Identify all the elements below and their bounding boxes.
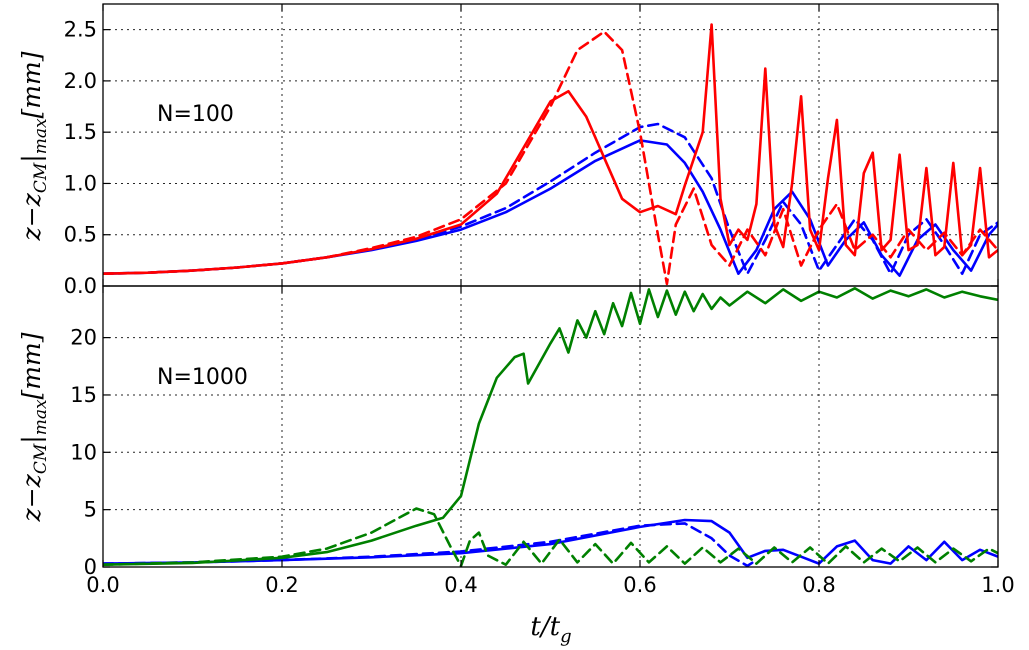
bottom-y-axis-title: z−zCM|max[mm] (17, 332, 51, 522)
top-panel: 0.0 0.5 1.0 1.5 2.0 2.5 N=100 z−zCM|max[mm] (17, 3, 999, 298)
bottom-ylabel-sub2: max (31, 399, 51, 435)
bottom-ylabel-main: z−z (17, 473, 46, 522)
top-ticks: 0.0 0.5 1.0 1.5 2.0 2.5 (64, 3, 999, 298)
bottom-ytick-label-3: 15 (70, 383, 97, 407)
bottom-series-2-solid (103, 287, 998, 566)
bottom-ytick-label-0: 0 (84, 555, 97, 579)
bottom-xtick-label-4: 0.8 (802, 573, 835, 597)
top-ytick-label-4: 2.0 (64, 69, 97, 93)
top-ylabel-main: z−z (17, 192, 46, 241)
xlabel-main: t/t (530, 612, 560, 642)
top-ytick-label-5: 2.5 (64, 18, 97, 42)
top-ylabel-sub: CM (31, 162, 51, 193)
bottom-xtick-label-2: 0.4 (444, 573, 477, 597)
top-ytick-label-3: 1.5 (64, 120, 97, 144)
top-series-3-dashed (103, 30, 998, 286)
bottom-xtick-label-5: 1.0 (981, 573, 1014, 597)
top-y-axis-title: z−zCM|max[mm] (17, 51, 51, 241)
bottom-xtick-label-0: 0.0 (86, 573, 119, 597)
top-ylabel-tail: | (17, 154, 47, 162)
bottom-ylabel-unit: [mm] (17, 332, 46, 399)
bottom-frame (102, 285, 999, 568)
top-series-0-solid (103, 139, 998, 277)
bottom-series-0-solid (103, 518, 998, 565)
bottom-grid (103, 286, 998, 567)
top-series-1-dashed (103, 122, 998, 275)
top-ylabel-sub2: max (31, 118, 51, 154)
top-series (103, 23, 998, 286)
bottom-panel: 0 5 10 15 20 0.0 0.2 0.4 0.6 0.8 1.0 N=1000 z−zCM|… (17, 285, 1015, 647)
x-axis-title: t/tg (530, 612, 571, 647)
bottom-xtick-label-1: 0.2 (265, 573, 298, 597)
bottom-ytick-label-4: 20 (70, 326, 97, 350)
bottom-series-1-dashed (103, 522, 758, 567)
top-series-2-solid (103, 23, 998, 275)
bottom-ylabel-sub: CM (31, 443, 51, 474)
bottom-ylabel-tail: | (17, 435, 47, 443)
bottom-annotation: N=1000 (157, 365, 248, 390)
top-ylabel-unit: [mm] (17, 51, 46, 118)
svg-text:z−zCM|max[mm]: z−zCM|max[mm] (17, 51, 51, 241)
bottom-ytick-label-1: 5 (84, 498, 97, 522)
top-ytick-label-2: 1.0 (64, 171, 97, 195)
bottom-series-3-dashed (103, 507, 998, 567)
top-ytick-label-0: 0.0 (64, 274, 97, 298)
bottom-ytick-label-2: 10 (70, 440, 97, 464)
top-ytick-label-1: 0.5 (64, 223, 97, 247)
svg-text:z−zCM|max[mm]: z−zCM|max[mm] (17, 332, 51, 522)
bottom-xtick-label-3: 0.6 (623, 573, 656, 597)
top-annotation: N=100 (157, 102, 234, 127)
bottom-series (103, 287, 998, 567)
xlabel-sub: g (560, 626, 572, 647)
bottom-ticks: 0 5 10 15 20 0.0 0.2 0.4 0.6 0.8 1.0 (70, 285, 1015, 597)
